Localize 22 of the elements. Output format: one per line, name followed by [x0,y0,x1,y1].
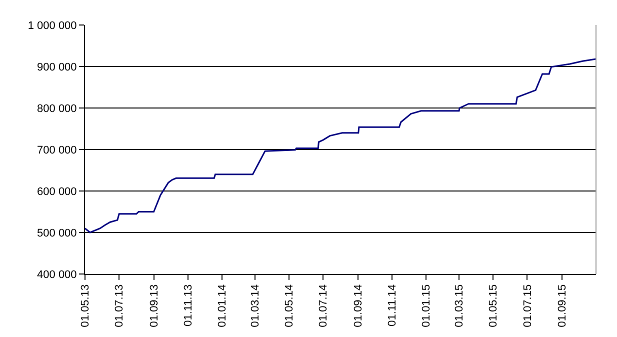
y-tick-label: 900 000 [37,61,77,74]
x-tick-label: 01.09.14 [352,284,364,328]
x-tick-label: 01.07.14 [318,284,330,328]
x-tick-label: 01.09.13 [148,284,160,328]
x-tick-label: 01.07.15 [522,284,534,328]
x-tick-label: 01.01.15 [420,284,433,328]
y-tick-label: 800 000 [37,102,77,115]
x-tick-label: 01.05.13 [80,284,92,328]
x-tick-label: 01.09.15 [556,284,568,328]
y-tick-label: 400 000 [37,268,77,281]
x-tick-label: 01.11.14 [386,284,399,326]
x-tick-label: 01.07.13 [114,284,126,328]
x-tick-label: 01.03.15 [454,284,466,328]
x-tick-label: 01.05.15 [488,284,500,328]
y-tick-label: 500 000 [37,227,77,240]
x-tick-label: 01.01.14 [216,284,229,328]
x-tick-label: 01.11.13 [182,284,194,326]
x-tick-label: 01.05.14 [284,284,296,328]
x-tick-label: 01.03.14 [250,284,262,328]
y-tick-label: 1 000 000 [28,20,77,32]
y-tick-label: 600 000 [37,186,77,198]
y-tick-label: 700 000 [37,144,77,156]
